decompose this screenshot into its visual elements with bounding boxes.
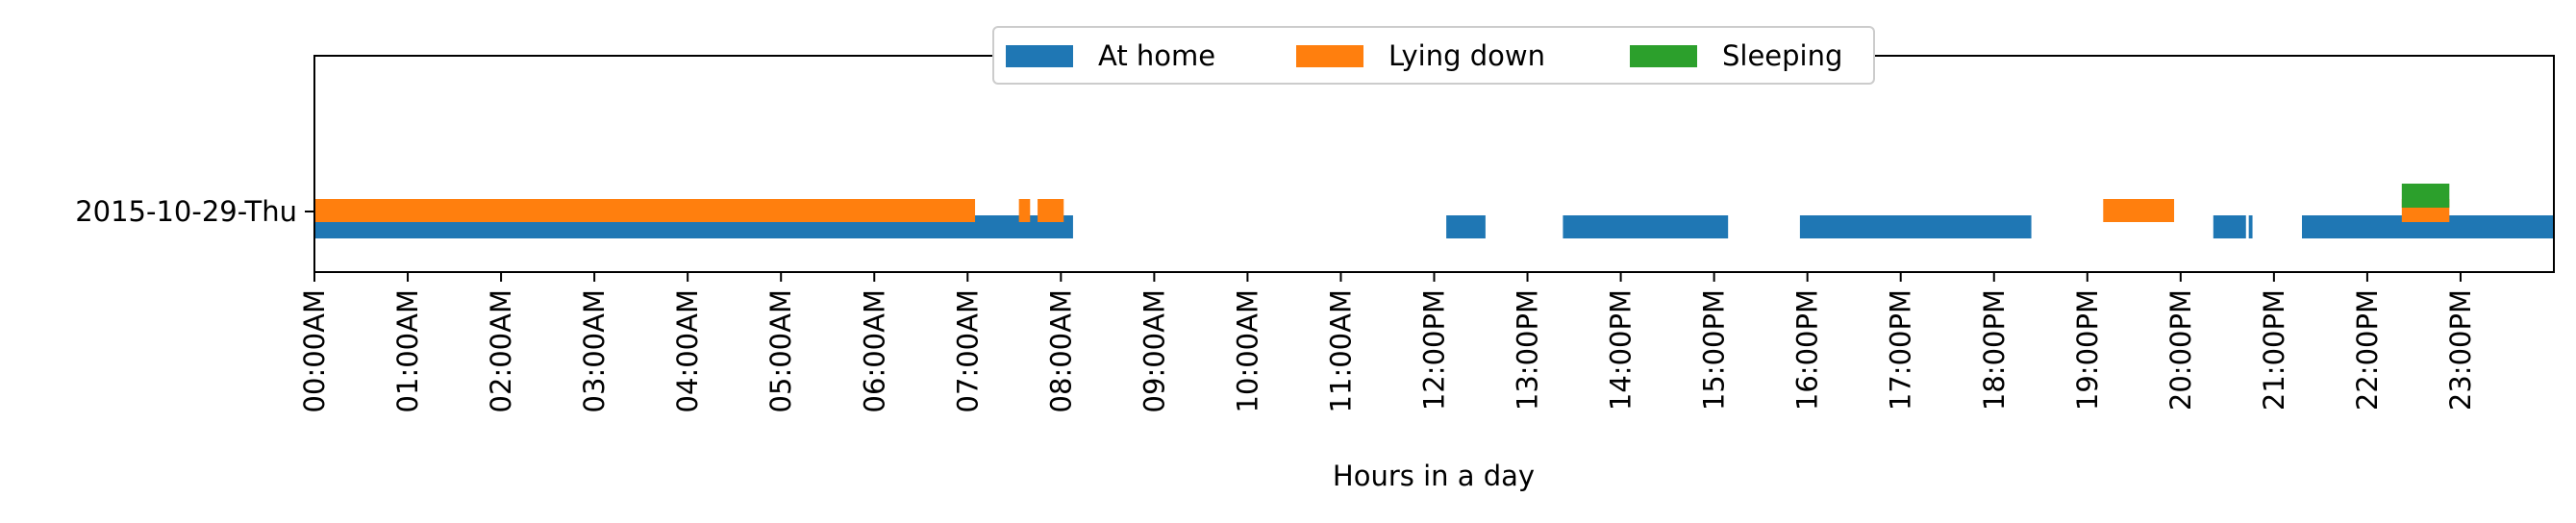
x-tick-label: 05:00AM <box>764 289 797 412</box>
x-tick-label: 01:00AM <box>391 289 424 412</box>
legend-label-at-home: At home <box>1098 39 1215 72</box>
x-tick-label: 14:00PM <box>1605 289 1638 411</box>
legend-swatch-lying-down <box>1296 45 1363 67</box>
x-tick-label: 13:00PM <box>1512 289 1544 411</box>
x-tick-label: 02:00AM <box>485 289 517 412</box>
legend-box <box>992 26 1875 85</box>
x-tick-label: 10:00AM <box>1231 289 1263 412</box>
x-tick-label: 00:00AM <box>298 289 331 412</box>
x-tick-label: 21:00PM <box>2258 289 2290 411</box>
legend-label-sleeping: Sleeping <box>1722 39 1842 72</box>
bar-at-home-2 <box>1563 215 1729 238</box>
bar-lying-down-0 <box>314 199 976 222</box>
x-tick-label: 04:00AM <box>671 289 704 412</box>
legend-swatch-at-home <box>1006 45 1073 67</box>
y-tick-label: 2015-10-29-Thu <box>75 195 297 228</box>
x-tick-label: 18:00PM <box>1978 289 2011 411</box>
bar-at-home-3 <box>1799 215 2032 238</box>
x-tick-label: 06:00AM <box>858 289 890 412</box>
x-tick-label: 11:00AM <box>1324 289 1357 412</box>
x-tick-label: 23:00PM <box>2444 289 2477 411</box>
x-tick-label: 19:00PM <box>2071 289 2104 411</box>
x-tick-label: 16:00PM <box>1791 289 1824 411</box>
x-tick-label: 17:00PM <box>1885 289 1917 411</box>
x-tick-label: 07:00AM <box>951 289 984 412</box>
x-tick-label: 20:00PM <box>2164 289 2197 411</box>
legend-swatch-sleeping <box>1630 45 1697 67</box>
x-tick-label: 12:00PM <box>1418 289 1451 411</box>
x-axis: 00:00AM 01:00AM 02:00AM 03:00AM 04:00AM 05:00… <box>298 272 2477 412</box>
bar-lying-down-2 <box>1038 199 1064 222</box>
bar-at-home-1 <box>1446 215 1486 238</box>
legend: At home Lying down Sleeping <box>992 26 1875 85</box>
bars-layer <box>314 184 2554 238</box>
y-axis: 2015-10-29-Thu <box>75 195 314 228</box>
bar-sleeping-0 <box>2401 184 2450 208</box>
x-tick-label: 03:00AM <box>578 289 611 412</box>
x-axis-title: Hours in a day <box>1333 460 1535 492</box>
x-tick-label: 08:00AM <box>1044 289 1077 412</box>
bar-at-home-4 <box>2213 215 2246 238</box>
legend-label-lying-down: Lying down <box>1388 39 1545 72</box>
bar-at-home-5 <box>2248 215 2253 238</box>
x-tick-label: 15:00PM <box>1698 289 1731 411</box>
x-tick-label: 09:00AM <box>1138 289 1170 412</box>
bar-lying-down-1 <box>1018 199 1031 222</box>
x-tick-label: 22:00PM <box>2351 289 2384 411</box>
plot-frame <box>313 55 2555 273</box>
bar-lying-down-3 <box>2103 199 2175 222</box>
